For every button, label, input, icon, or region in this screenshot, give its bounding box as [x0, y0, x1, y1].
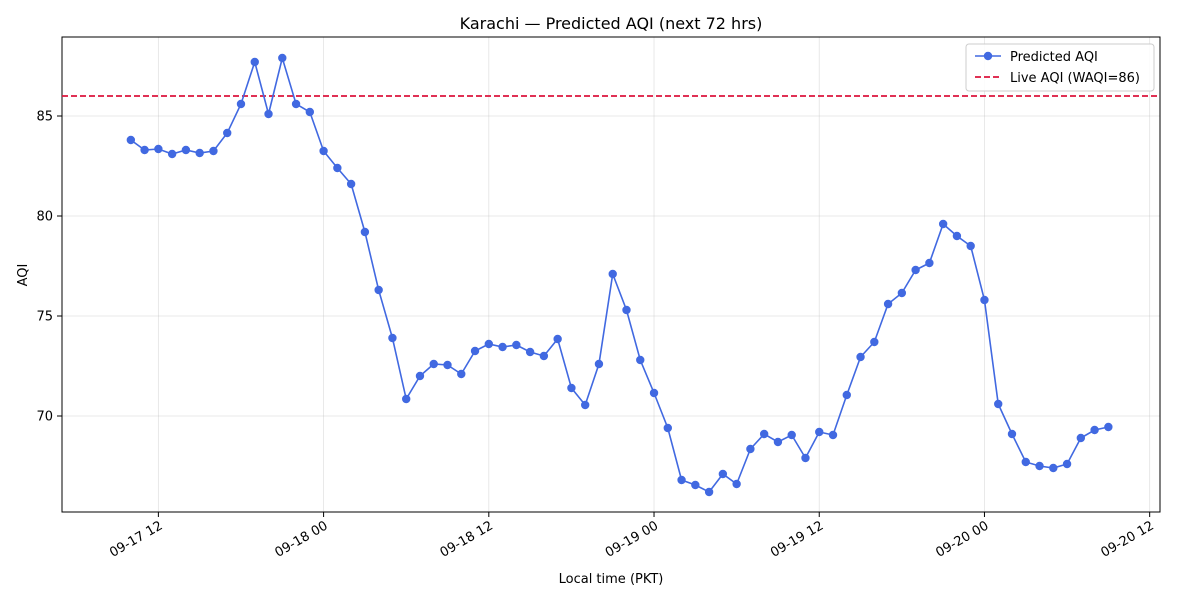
data-point [484, 339, 494, 349]
data-point [457, 369, 466, 379]
legend-series-label: Predicted AQI [1010, 50, 1098, 65]
data-point [154, 144, 163, 154]
data-point [539, 351, 549, 361]
data-point [746, 444, 755, 454]
y-tick-label: 80 [36, 210, 53, 225]
data-point [842, 390, 851, 400]
legend-reference-label: Live AQI (WAQI=86) [1010, 71, 1140, 86]
data-point [677, 475, 686, 485]
data-point [236, 99, 246, 109]
data-point [305, 107, 315, 117]
data-point [691, 480, 700, 490]
data-point [1021, 457, 1030, 467]
data-point [1035, 461, 1044, 471]
x-tick-label: 09-20 00 [933, 518, 991, 560]
data-point [209, 146, 218, 156]
data-point [374, 285, 383, 295]
x-tick-label: 09-19 12 [768, 518, 826, 560]
data-point [264, 109, 273, 119]
data-point [1090, 425, 1099, 435]
data-point [525, 347, 535, 357]
x-axis: 09-17 12 09-18 00 09-18 12 09-19 00 09-19 12… [107, 512, 1157, 561]
data-point [759, 429, 769, 439]
x-tick-label: 09-18 12 [438, 518, 496, 560]
data-point [470, 346, 480, 356]
data-point [1007, 429, 1017, 439]
y-axis: 70 75 80 85 [36, 110, 62, 425]
data-point [994, 399, 1003, 409]
predicted-aqi-line [130, 54, 1109, 494]
x-tick-label: 09-17 12 [107, 518, 165, 560]
data-point [553, 334, 562, 344]
data-point [1104, 422, 1113, 432]
plot-area-frame [61, 36, 1161, 513]
data-point [622, 305, 631, 315]
data-point [773, 437, 783, 447]
data-point [278, 53, 287, 63]
data-point [663, 423, 672, 433]
legend: Predicted AQI Live AQI (WAQI=86) [965, 43, 1155, 92]
data-point [402, 394, 411, 404]
data-point [704, 487, 714, 497]
y-tick-label: 70 [36, 410, 53, 425]
y-tick-label: 85 [36, 110, 53, 125]
data-point [980, 295, 989, 305]
legend-box [965, 43, 1155, 92]
data-point [415, 371, 425, 381]
data-point [636, 355, 645, 365]
data-point [1049, 463, 1058, 473]
x-tick-label: 09-19 00 [603, 518, 661, 560]
data-point [732, 479, 741, 489]
data-point [787, 430, 796, 440]
data-point [966, 241, 975, 251]
data-point [718, 469, 728, 479]
data-point [346, 179, 356, 189]
data-point [291, 99, 301, 109]
data-point [828, 430, 838, 440]
data-point [649, 388, 659, 398]
data-point [443, 360, 452, 370]
data-point [911, 265, 920, 275]
data-point [801, 453, 810, 463]
data-point [360, 227, 370, 237]
data-point [567, 383, 576, 393]
data-point [594, 359, 604, 369]
data-point [512, 340, 521, 350]
y-tick-label: 75 [36, 310, 53, 325]
x-axis-label: Local time (PKT) [559, 572, 664, 587]
data-point [815, 427, 824, 437]
chart-title: Karachi — Predicted AQI (next 72 hrs) [460, 14, 763, 33]
data-point [181, 145, 191, 155]
data-point [1076, 433, 1086, 443]
data-point [883, 299, 893, 309]
data-point [167, 149, 177, 159]
data-point [195, 148, 204, 158]
data-point [608, 269, 617, 279]
legend-series-marker [983, 51, 993, 61]
data-point [938, 219, 948, 229]
data-point [126, 135, 136, 145]
data-point [388, 333, 397, 343]
data-point [140, 145, 149, 155]
grid-lines [62, 37, 1160, 512]
data-point [952, 231, 962, 241]
data-point [223, 128, 232, 138]
y-axis-label: AQI [16, 264, 31, 287]
predicted-aqi-points [126, 53, 1113, 497]
data-point [925, 258, 934, 268]
x-tick-label: 09-20 12 [1099, 518, 1157, 560]
data-point [580, 400, 590, 410]
data-point [1062, 459, 1072, 469]
data-point [429, 359, 438, 369]
data-point [897, 288, 907, 298]
data-point [333, 163, 342, 173]
x-tick-label: 09-18 00 [272, 518, 330, 560]
data-point [856, 352, 865, 362]
data-point [870, 337, 879, 347]
data-point [250, 57, 259, 67]
data-point [498, 342, 507, 352]
data-point [319, 146, 328, 156]
